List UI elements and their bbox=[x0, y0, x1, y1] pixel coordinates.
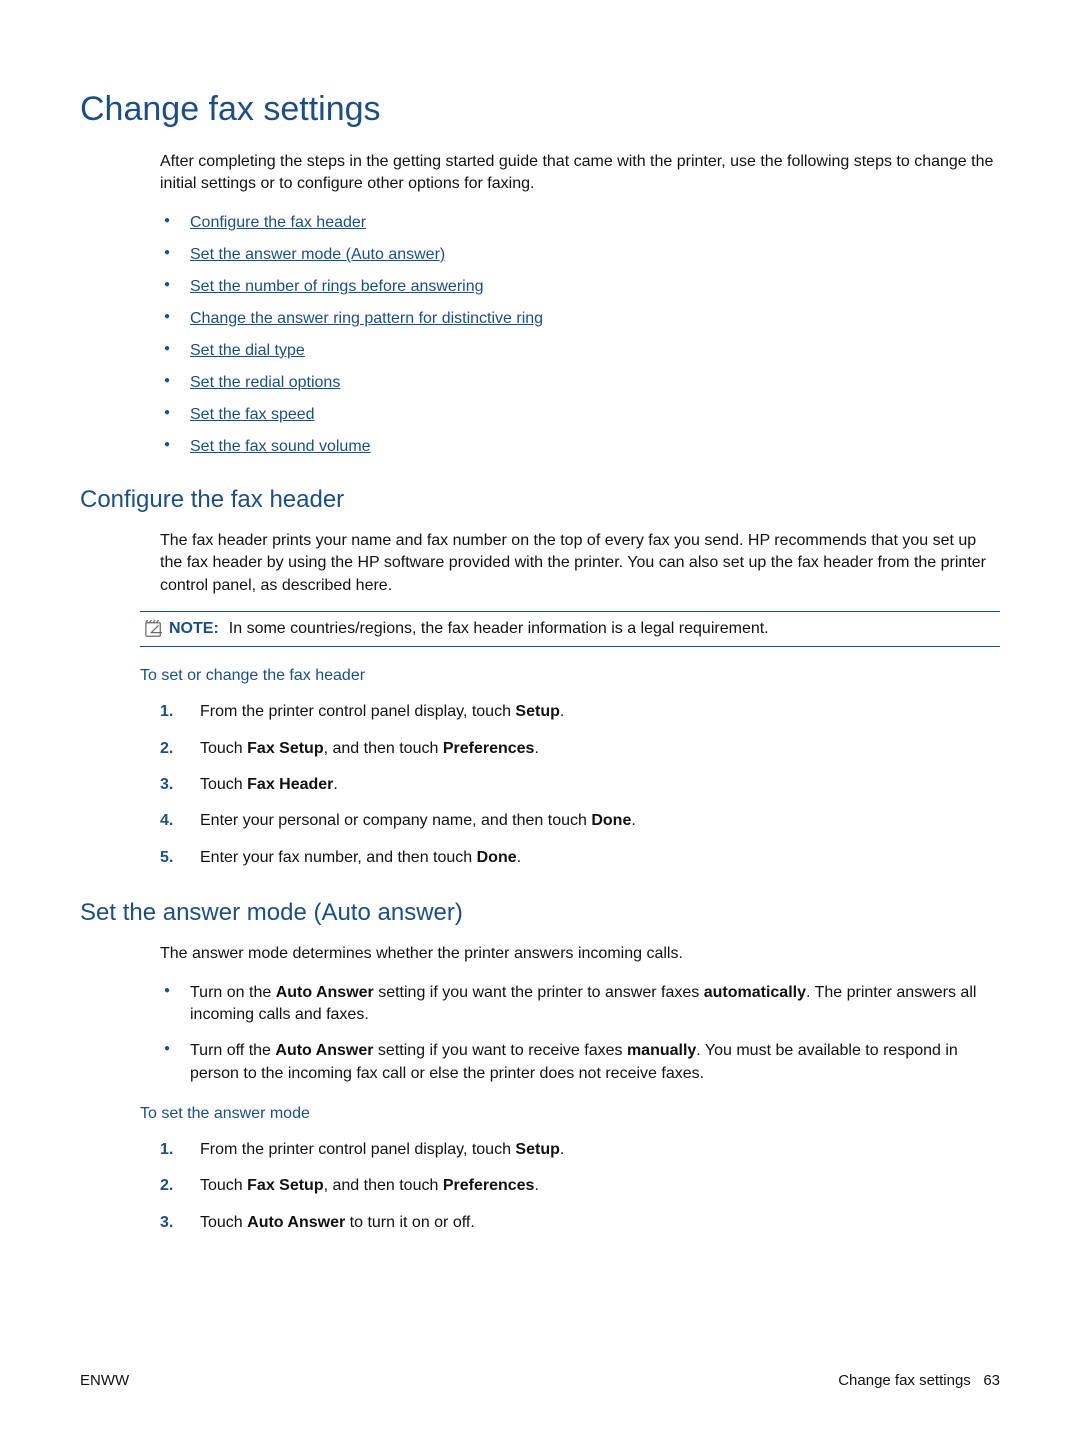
section1-steps: 1.From the printer control panel display… bbox=[160, 701, 1000, 869]
toc-item: Set the fax speed bbox=[160, 406, 1000, 424]
toc-item: Set the dial type bbox=[160, 342, 1000, 360]
toc-link-dial-type[interactable]: Set the dial type bbox=[190, 342, 305, 359]
toc-item: Configure the fax header bbox=[160, 214, 1000, 232]
step-number: 3. bbox=[160, 774, 190, 796]
step-item: 3.Touch Fax Header. bbox=[160, 774, 1000, 796]
step-number: 4. bbox=[160, 810, 190, 832]
page-title: Change fax settings bbox=[80, 90, 1000, 129]
toc-link-ring-pattern[interactable]: Change the answer ring pattern for disti… bbox=[190, 310, 543, 327]
bullet-item: Turn on the Auto Answer setting if you w… bbox=[160, 982, 1000, 1027]
section2-steps: 1.From the printer control panel display… bbox=[160, 1139, 1000, 1234]
section2-paragraph: The answer mode determines whether the p… bbox=[160, 943, 1000, 965]
step-item: 5.Enter your fax number, and then touch … bbox=[160, 847, 1000, 869]
note-icon bbox=[144, 620, 164, 638]
bullet-item: Turn off the Auto Answer setting if you … bbox=[160, 1040, 1000, 1085]
note-text: In some countries/regions, the fax heade… bbox=[229, 620, 769, 637]
intro-paragraph: After completing the steps in the gettin… bbox=[160, 151, 1000, 196]
step-number: 3. bbox=[160, 1212, 190, 1234]
toc-link-redial-options[interactable]: Set the redial options bbox=[190, 374, 340, 391]
toc-link-rings-before[interactable]: Set the number of rings before answering bbox=[190, 278, 484, 295]
step-number: 2. bbox=[160, 1175, 190, 1197]
toc-item: Set the fax sound volume bbox=[160, 438, 1000, 456]
step-number: 1. bbox=[160, 701, 190, 723]
step-item: 2.Touch Fax Setup, and then touch Prefer… bbox=[160, 1175, 1000, 1197]
note-label: NOTE: bbox=[169, 620, 219, 637]
document-page: Change fax settings After completing the… bbox=[0, 0, 1080, 1437]
page-footer: ENWW Change fax settings 63 bbox=[80, 1372, 1000, 1389]
section1-paragraph: The fax header prints your name and fax … bbox=[160, 530, 1000, 597]
page-number: 63 bbox=[983, 1372, 1000, 1389]
step-number: 5. bbox=[160, 847, 190, 869]
section-title-configure-header: Configure the fax header bbox=[80, 486, 1000, 514]
step-number: 2. bbox=[160, 738, 190, 760]
section2-subheading: To set the answer mode bbox=[140, 1105, 1000, 1123]
footer-left: ENWW bbox=[80, 1372, 129, 1389]
section-title-answer-mode: Set the answer mode (Auto answer) bbox=[80, 899, 1000, 927]
step-number: 1. bbox=[160, 1139, 190, 1161]
step-item: 1.From the printer control panel display… bbox=[160, 701, 1000, 723]
section2-bullets: Turn on the Auto Answer setting if you w… bbox=[160, 982, 1000, 1086]
step-item: 2.Touch Fax Setup, and then touch Prefer… bbox=[160, 738, 1000, 760]
toc-item: Set the number of rings before answering bbox=[160, 278, 1000, 296]
toc-item: Change the answer ring pattern for disti… bbox=[160, 310, 1000, 328]
toc-item: Set the redial options bbox=[160, 374, 1000, 392]
toc-link-answer-mode[interactable]: Set the answer mode (Auto answer) bbox=[190, 246, 445, 263]
note-callout: NOTE: In some countries/regions, the fax … bbox=[140, 611, 1000, 647]
toc-list: Configure the fax header Set the answer … bbox=[160, 214, 1000, 456]
step-item: 4.Enter your personal or company name, a… bbox=[160, 810, 1000, 832]
section1-subheading: To set or change the fax header bbox=[140, 667, 1000, 685]
toc-link-configure-header[interactable]: Configure the fax header bbox=[190, 214, 366, 231]
footer-right: Change fax settings 63 bbox=[838, 1372, 1000, 1389]
step-item: 3.Touch Auto Answer to turn it on or off… bbox=[160, 1212, 1000, 1234]
step-item: 1.From the printer control panel display… bbox=[160, 1139, 1000, 1161]
toc-link-fax-speed[interactable]: Set the fax speed bbox=[190, 406, 315, 423]
toc-link-fax-volume[interactable]: Set the fax sound volume bbox=[190, 438, 371, 455]
toc-item: Set the answer mode (Auto answer) bbox=[160, 246, 1000, 264]
